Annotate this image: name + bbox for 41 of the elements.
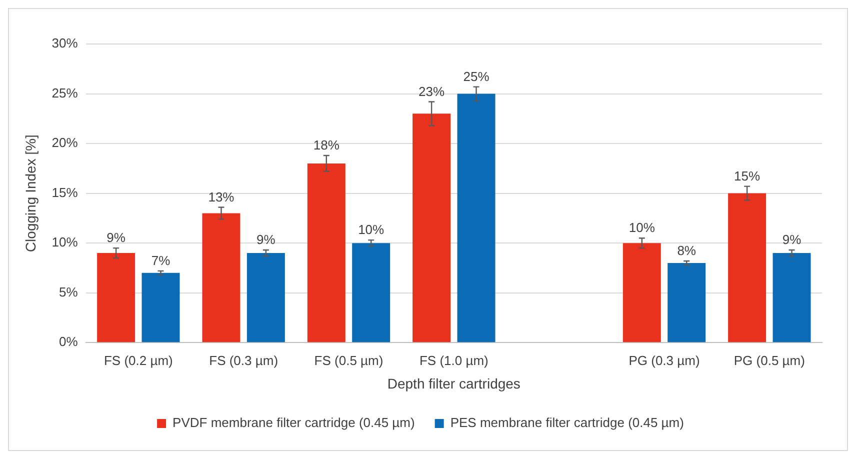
x-tick-label: FS (0.3 µm): [209, 352, 278, 368]
data-label: 9%: [782, 232, 802, 248]
legend-label: PVDF membrane filter cartridge (0.45 µm): [172, 415, 415, 430]
y-tick-label: 30%: [52, 36, 78, 51]
y-tick-label: 15%: [52, 184, 78, 200]
legend-label: PES membrane filter cartridge (0.45 µm): [450, 415, 684, 430]
bar: [457, 94, 496, 342]
bar: [97, 253, 136, 342]
x-tick-label: PG (0.5 µm): [734, 352, 805, 368]
y-tick-label: 0%: [59, 334, 78, 350]
data-label: 7%: [151, 253, 171, 268]
bar: [142, 272, 180, 342]
bar: [307, 163, 346, 342]
bar: [412, 114, 451, 342]
x-tick-label: PG (0.3 µm): [628, 352, 700, 368]
bar: [246, 253, 285, 342]
x-tick-label: FS (1.0 µm): [419, 352, 488, 368]
bar: [728, 193, 766, 342]
x-tick-label: FS (0.2 µm): [104, 352, 173, 368]
data-label: 13%: [208, 189, 235, 204]
bar: [622, 243, 661, 342]
x-axis-title: Depth filter cartridges: [387, 375, 520, 392]
bar: [772, 253, 811, 342]
data-label: 10%: [358, 222, 385, 238]
y-tick-label: 5%: [59, 284, 78, 300]
bar: [202, 213, 240, 342]
y-tick-label: 20%: [52, 135, 78, 150]
data-label: 18%: [313, 138, 340, 153]
y-axis-title: Clogging Index [%]: [22, 134, 38, 252]
data-label: 15%: [734, 168, 761, 184]
data-label: 25%: [463, 68, 490, 84]
data-label: 9%: [256, 232, 276, 248]
data-label: 8%: [677, 243, 696, 258]
data-label: 10%: [628, 220, 656, 236]
y-tick-label: 10%: [52, 234, 78, 250]
y-tick-label: 25%: [52, 85, 78, 100]
bar: [352, 243, 390, 342]
x-tick-label: FS (0.5 µm): [314, 352, 384, 368]
data-label: 23%: [418, 84, 446, 99]
data-label: 9%: [106, 230, 126, 246]
bar: [668, 262, 706, 342]
